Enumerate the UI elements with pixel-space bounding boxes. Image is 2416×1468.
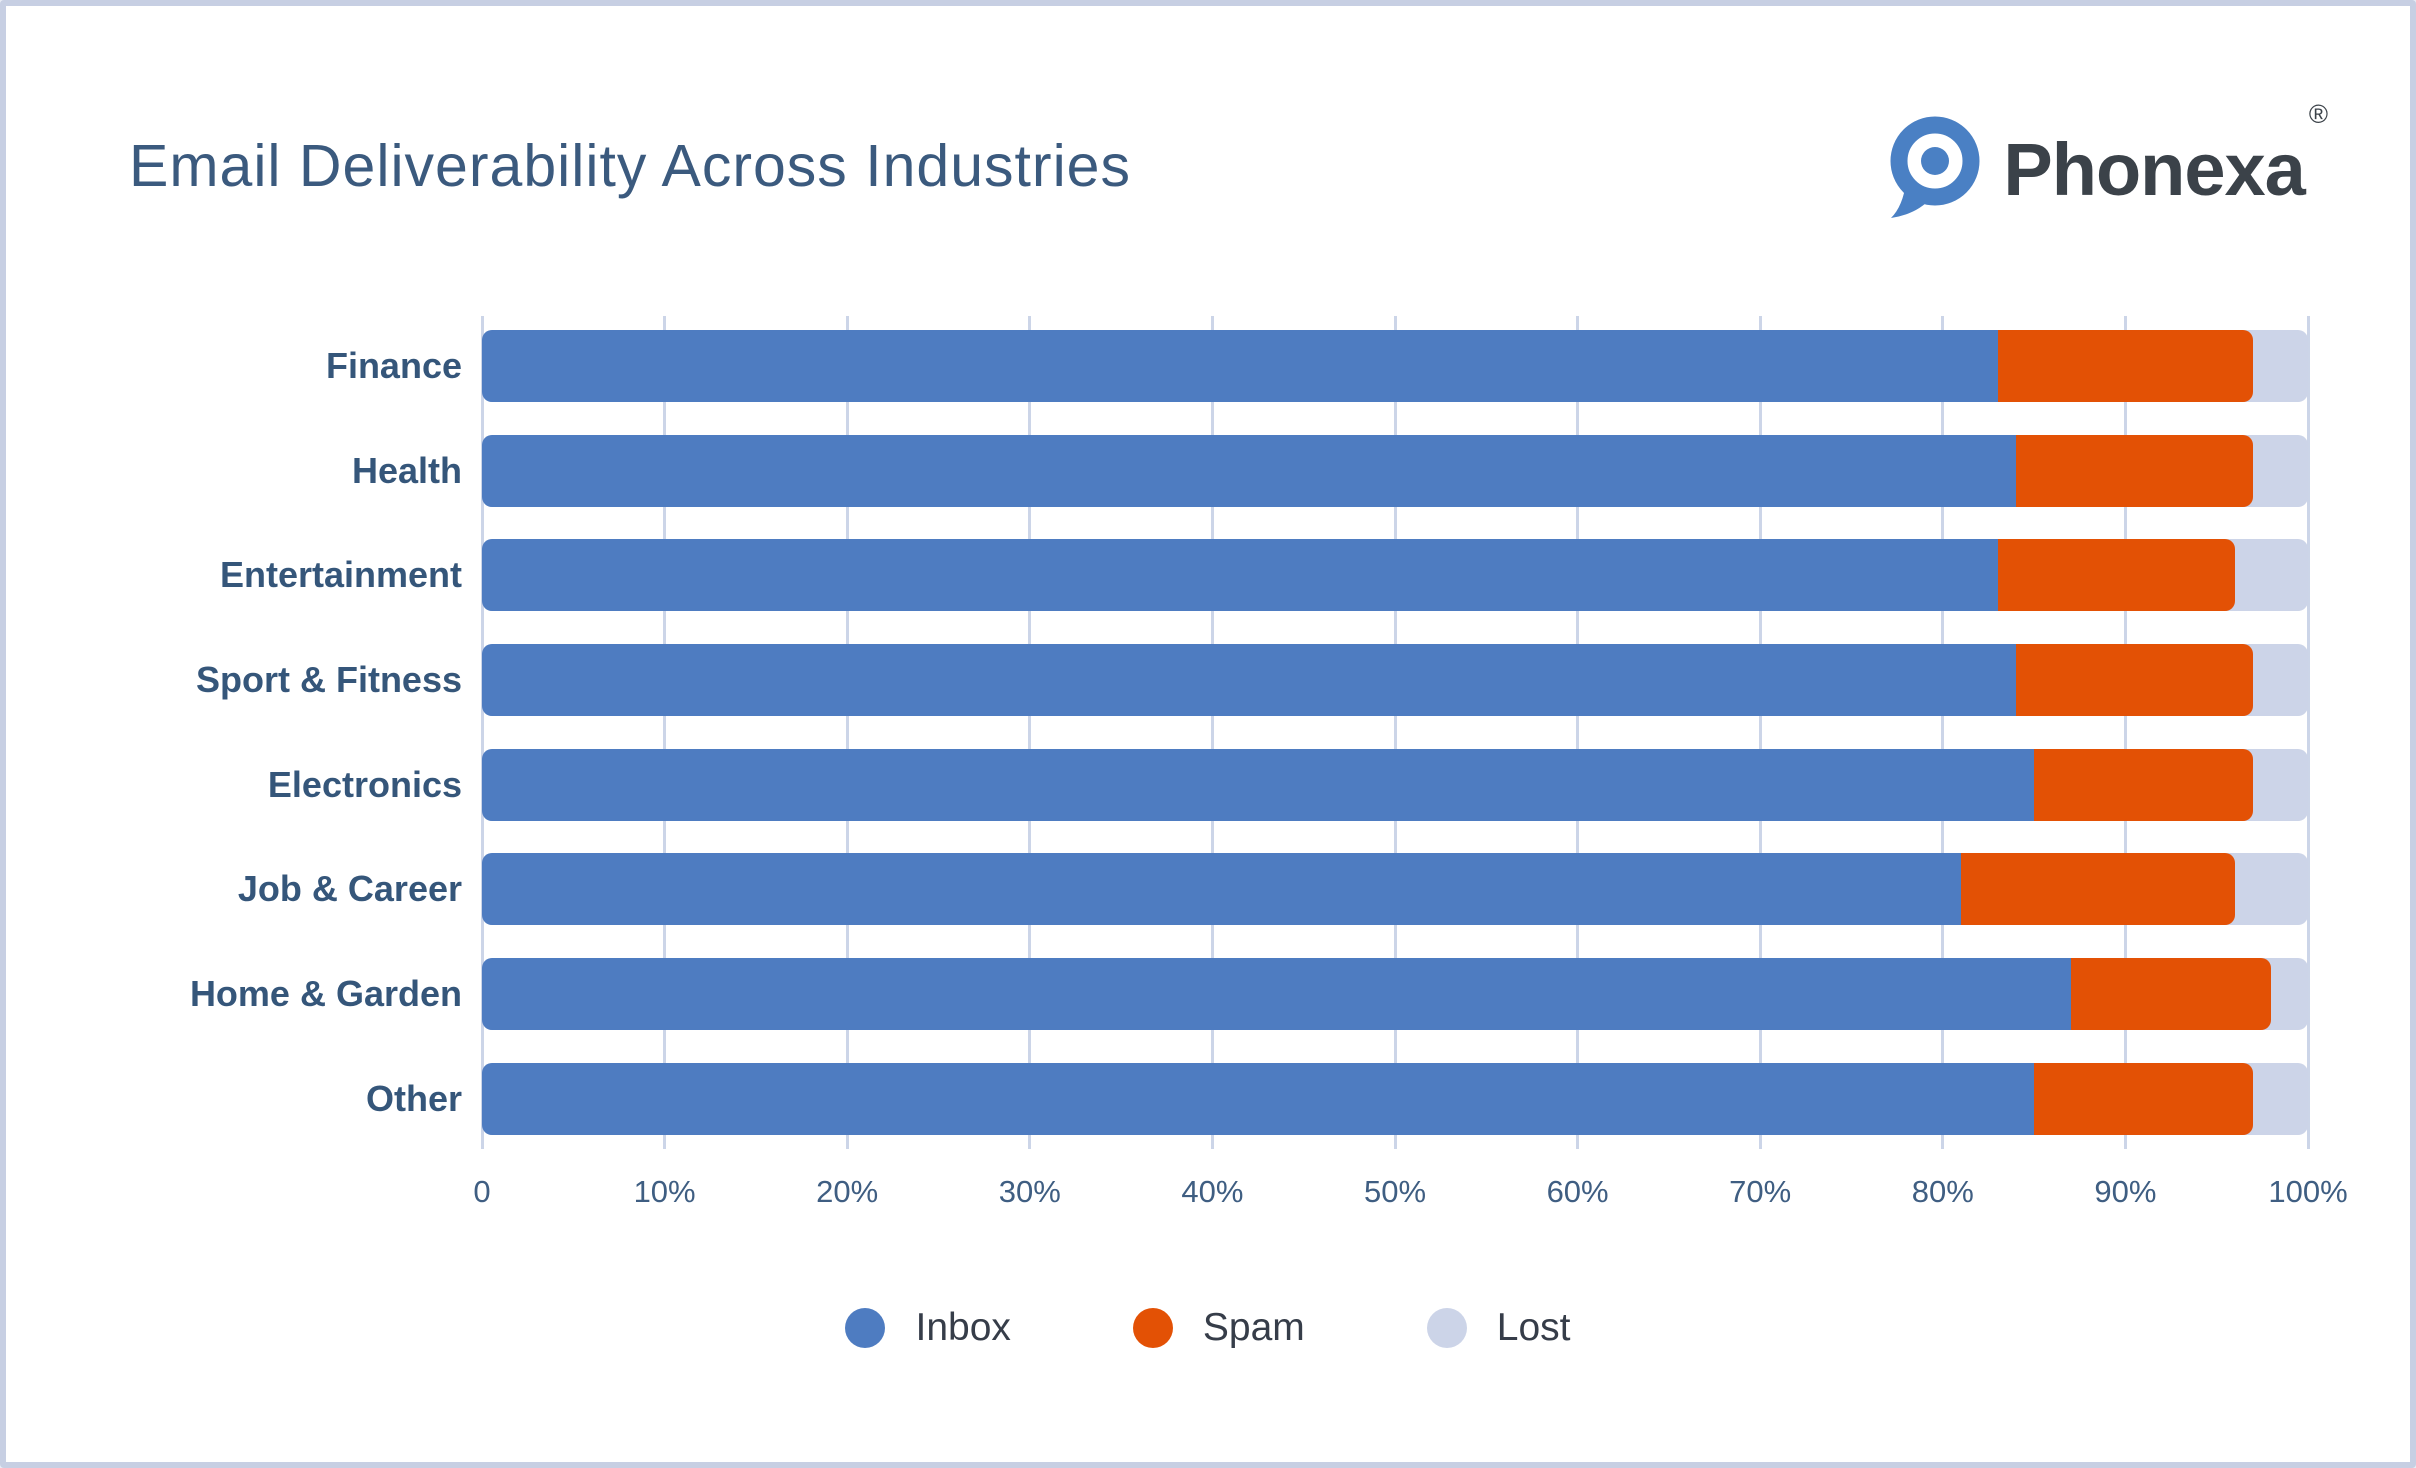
- legend-dot-icon: [1132, 1308, 1173, 1348]
- bar-track: [482, 539, 2308, 612]
- category-label: Entertainment: [219, 554, 462, 596]
- bar-segment-spam: [1961, 853, 2235, 926]
- bar-row: Health: [352, 434, 2308, 507]
- bar-track: [482, 958, 2308, 1031]
- bar-segment-inbox: [482, 853, 1962, 926]
- legend-dot-icon: [845, 1308, 886, 1348]
- bar-row: Finance: [326, 330, 2308, 402]
- bar-row: Electronics: [268, 748, 2308, 821]
- legend-item-lost: Lost: [1426, 1306, 1571, 1350]
- bar-track: [482, 644, 2308, 717]
- category-label: Home & Garden: [189, 973, 462, 1015]
- bar-track: [482, 1062, 2308, 1135]
- x-axis-tick-label: 50%: [1363, 1174, 1427, 1209]
- category-label: Health: [351, 449, 462, 491]
- legend-item-spam: Spam: [1132, 1306, 1305, 1350]
- x-axis-tick-label: 40%: [1181, 1174, 1244, 1209]
- bar-track: [482, 434, 2308, 507]
- legend-label: Lost: [1496, 1306, 1571, 1349]
- legend-item-inbox: Inbox: [845, 1306, 1011, 1350]
- bar-segment-spam: [2034, 748, 2254, 821]
- legend-label: Inbox: [915, 1306, 1011, 1349]
- registered-trademark: ®: [2308, 98, 2328, 129]
- bar-row: Entertainment: [220, 539, 2308, 612]
- phonexa-bubble-pin-icon: [1890, 116, 1980, 218]
- bar-segment-inbox: [482, 958, 2071, 1031]
- bar-segment-inbox: [482, 330, 1998, 402]
- phonexa-wordmark: Phonexa®: [2003, 98, 2328, 211]
- bar-track: [482, 748, 2308, 821]
- x-axis-tick-label: 20%: [816, 1174, 879, 1209]
- bar-segment-spam: [2070, 958, 2272, 1031]
- legend-label: Spam: [1202, 1306, 1305, 1349]
- bar-segment-spam: [1997, 330, 2254, 402]
- page-title: Email Deliverability Across Industries: [129, 133, 1131, 199]
- bar-segment-inbox: [482, 748, 2035, 821]
- bar-track: [482, 853, 2308, 926]
- x-axis-tick-label: 0: [473, 1174, 491, 1209]
- plot-area: Finance Health Entertainment Sport & Fitnes…: [190, 316, 2310, 1149]
- category-label: Electronics: [267, 763, 462, 805]
- bar-segment-spam: [2034, 1062, 2254, 1135]
- bar-row: Other: [366, 1062, 2308, 1135]
- x-axis-tick-label: 30%: [998, 1174, 1061, 1209]
- bar-track: [482, 330, 2308, 402]
- x-axis: 0 10% 20% 30% 40% 50% 60% 70% 80% 90% 100%: [473, 1174, 2347, 1218]
- legend: Inbox Spam Lost: [6, 1306, 2410, 1350]
- bar-segment-inbox: [482, 434, 2016, 507]
- x-axis-tick-label: 100%: [2268, 1174, 2348, 1209]
- category-label: Finance: [325, 345, 462, 386]
- legend-dot-icon: [1426, 1308, 1467, 1348]
- category-label: Job & Career: [237, 868, 462, 910]
- bar-row: Job & Career: [238, 853, 2308, 926]
- bars-container: Finance Health Entertainment Sport & Fitnes…: [190, 330, 2308, 1135]
- category-label: Sport & Fitness: [195, 659, 462, 701]
- bar-segment-spam: [1997, 539, 2235, 612]
- bar-segment-inbox: [482, 1062, 2035, 1135]
- bar-row: Home & Garden: [190, 958, 2308, 1031]
- x-axis-tick-label: 10%: [633, 1174, 696, 1209]
- x-axis-tick-label: 60%: [1546, 1174, 1609, 1209]
- x-axis-tick-label: 70%: [1729, 1174, 1792, 1209]
- bar-segment-spam: [2015, 434, 2254, 507]
- bar-row: Sport & Fitness: [196, 644, 2308, 717]
- bar-segment-inbox: [482, 644, 2016, 717]
- bar-segment-spam: [2015, 644, 2254, 717]
- phonexa-logo: Phonexa®: [1881, 98, 2328, 224]
- bar-segment-inbox: [482, 539, 1998, 612]
- x-axis-tick-label: 80%: [1911, 1174, 1974, 1209]
- category-label: Other: [365, 1077, 462, 1119]
- x-axis-tick-label: 90%: [2094, 1174, 2157, 1209]
